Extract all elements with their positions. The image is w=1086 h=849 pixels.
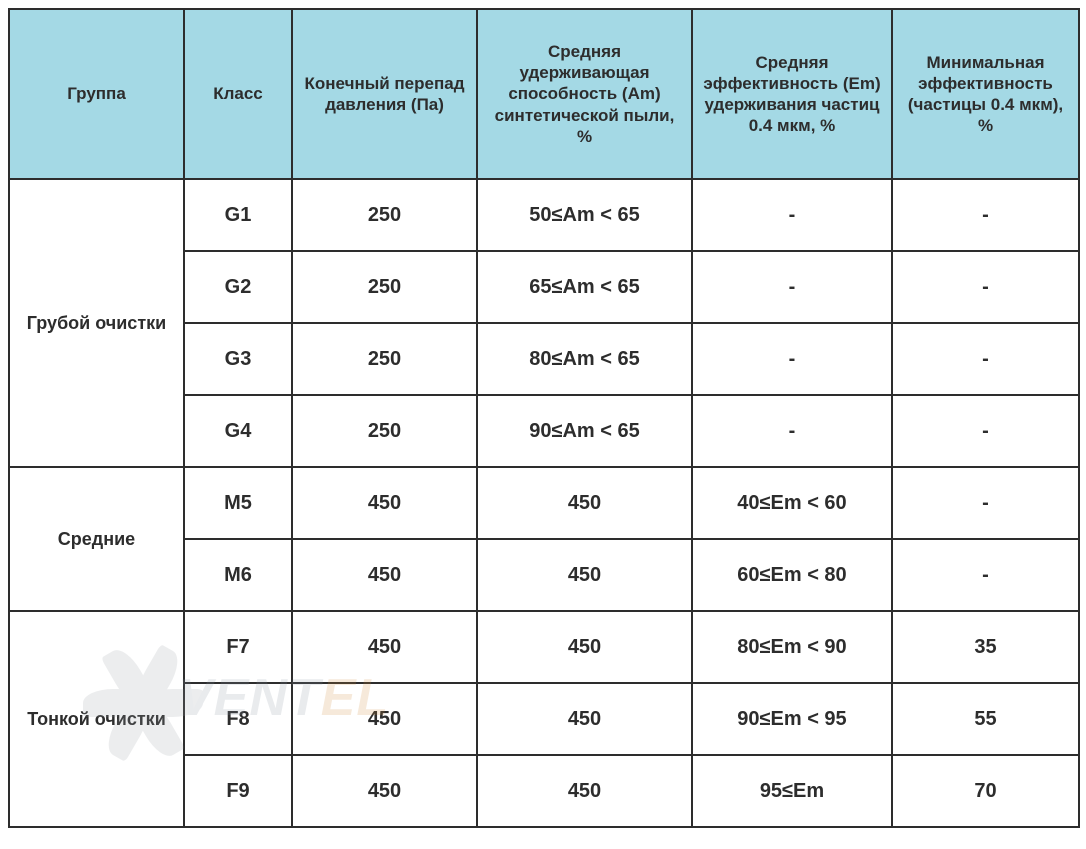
cell-min: 35 bbox=[892, 611, 1079, 683]
table-row: Средние M5 450 450 40≤Em < 60 - bbox=[9, 467, 1079, 539]
cell-min: - bbox=[892, 251, 1079, 323]
cell-min: - bbox=[892, 467, 1079, 539]
cell-em: 60≤Em < 80 bbox=[692, 539, 892, 611]
table-row: Тонкой очистки F7 450 450 80≤Em < 90 35 bbox=[9, 611, 1079, 683]
cell-class: G1 bbox=[184, 179, 292, 251]
cell-class: G3 bbox=[184, 323, 292, 395]
cell-am: 450 bbox=[477, 467, 692, 539]
col-header-em: Средняя эффективность (Em) удерживания ч… bbox=[692, 9, 892, 179]
cell-em: 90≤Em < 95 bbox=[692, 683, 892, 755]
cell-am: 80≤Am < 65 bbox=[477, 323, 692, 395]
filter-classification-table: Группа Класс Конечный перепад давления (… bbox=[8, 8, 1080, 828]
cell-em: - bbox=[692, 179, 892, 251]
group-cell: Тонкой очистки bbox=[9, 611, 184, 827]
cell-min: - bbox=[892, 179, 1079, 251]
col-header-min: Минимальная эффективность (частицы 0.4 м… bbox=[892, 9, 1079, 179]
table-body: Грубой очистки G1 250 50≤Am < 65 - - G2 … bbox=[9, 179, 1079, 827]
cell-pressure: 450 bbox=[292, 539, 477, 611]
cell-am: 450 bbox=[477, 683, 692, 755]
group-cell: Грубой очистки bbox=[9, 179, 184, 467]
cell-em: 80≤Em < 90 bbox=[692, 611, 892, 683]
cell-pressure: 250 bbox=[292, 323, 477, 395]
cell-pressure: 250 bbox=[292, 179, 477, 251]
cell-am: 450 bbox=[477, 755, 692, 827]
cell-class: F7 bbox=[184, 611, 292, 683]
cell-em: - bbox=[692, 251, 892, 323]
cell-class: G4 bbox=[184, 395, 292, 467]
cell-em: 40≤Em < 60 bbox=[692, 467, 892, 539]
col-header-am: Средняя удерживающая способность (Am) си… bbox=[477, 9, 692, 179]
table-row: Грубой очистки G1 250 50≤Am < 65 - - bbox=[9, 179, 1079, 251]
cell-pressure: 450 bbox=[292, 755, 477, 827]
col-header-pressure: Конечный перепад давления (Па) bbox=[292, 9, 477, 179]
cell-class: F8 bbox=[184, 683, 292, 755]
col-header-group: Группа bbox=[9, 9, 184, 179]
cell-em: - bbox=[692, 323, 892, 395]
cell-am: 90≤Am < 65 bbox=[477, 395, 692, 467]
cell-class: F9 bbox=[184, 755, 292, 827]
cell-min: 55 bbox=[892, 683, 1079, 755]
cell-class: M6 bbox=[184, 539, 292, 611]
cell-class: G2 bbox=[184, 251, 292, 323]
cell-min: - bbox=[892, 323, 1079, 395]
cell-am: 450 bbox=[477, 611, 692, 683]
group-cell: Средние bbox=[9, 467, 184, 611]
cell-pressure: 250 bbox=[292, 395, 477, 467]
cell-pressure: 450 bbox=[292, 683, 477, 755]
cell-min: - bbox=[892, 539, 1079, 611]
cell-min: - bbox=[892, 395, 1079, 467]
cell-am: 65≤Am < 65 bbox=[477, 251, 692, 323]
table-header-row: Группа Класс Конечный перепад давления (… bbox=[9, 9, 1079, 179]
col-header-class: Класс bbox=[184, 9, 292, 179]
cell-pressure: 450 bbox=[292, 611, 477, 683]
cell-am: 450 bbox=[477, 539, 692, 611]
cell-em: 95≤Em bbox=[692, 755, 892, 827]
cell-pressure: 250 bbox=[292, 251, 477, 323]
cell-min: 70 bbox=[892, 755, 1079, 827]
cell-pressure: 450 bbox=[292, 467, 477, 539]
cell-class: M5 bbox=[184, 467, 292, 539]
cell-em: - bbox=[692, 395, 892, 467]
cell-am: 50≤Am < 65 bbox=[477, 179, 692, 251]
